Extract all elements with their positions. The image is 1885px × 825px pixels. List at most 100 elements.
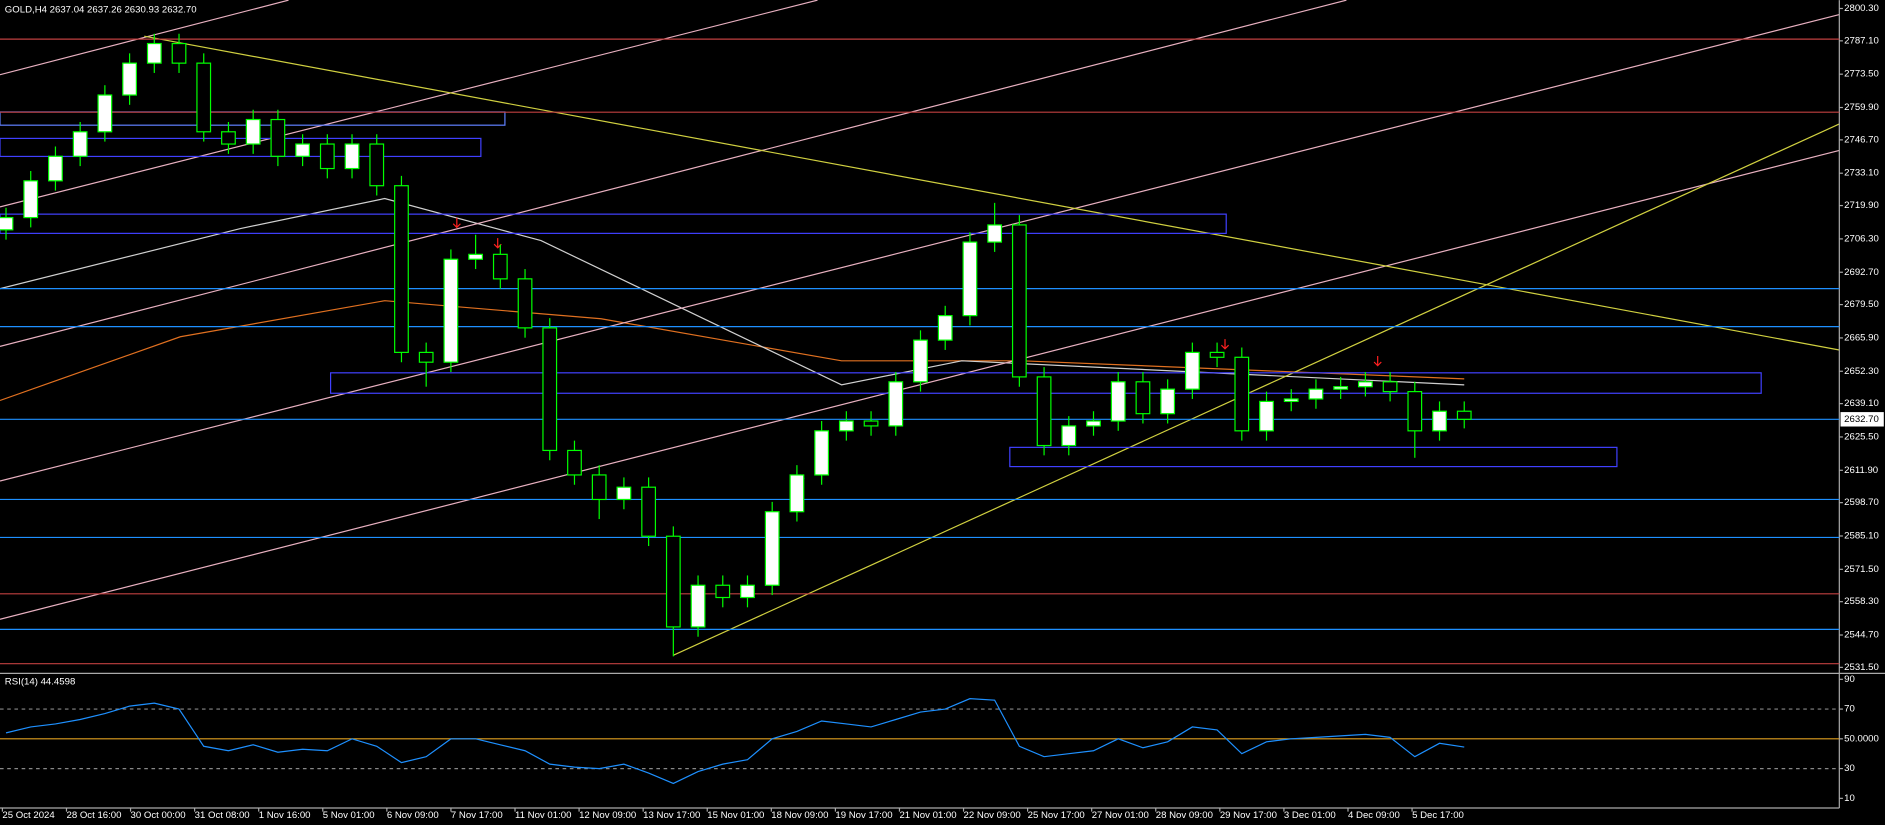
y-tick-label: 30 [1844, 763, 1855, 774]
y-tick-label: 2652.30 [1844, 366, 1879, 377]
candle-body [888, 381, 904, 427]
zone [0, 137, 482, 158]
candle-body [517, 278, 533, 329]
moving-average [0, 197, 1465, 386]
candle-body [789, 474, 805, 513]
y-tick-label: 2773.50 [1844, 69, 1879, 80]
last-price-label: 2632.70 [1844, 414, 1879, 425]
y-tick-label: 90 [1844, 674, 1855, 685]
candle-body [814, 430, 830, 476]
y-tick-label: 2706.30 [1844, 233, 1879, 244]
candle-body [542, 327, 558, 452]
candle-body [962, 241, 978, 317]
y-tick-label: 2733.10 [1844, 168, 1879, 179]
indicator-title: RSI(14) 44.4598 [5, 676, 76, 687]
candle-body [122, 62, 137, 96]
x-tick-label: 11 Nov 01:00 [515, 810, 571, 821]
candle-body [171, 42, 187, 64]
candle-body [394, 185, 409, 353]
candle-body [418, 351, 434, 363]
y-tick-label: 2679.50 [1844, 299, 1879, 310]
candle-body [443, 258, 459, 363]
y-tick-label: 10 [1844, 793, 1855, 804]
x-tick-label: 31 Oct 08:00 [195, 810, 250, 821]
y-tick-label: 2598.70 [1844, 497, 1879, 508]
trend-line [0, 13, 1840, 482]
candle-body [1209, 351, 1225, 358]
candle-body [23, 180, 39, 219]
trend-line [672, 123, 1840, 656]
trend-line [0, 149, 1840, 620]
candle-body [1036, 376, 1052, 447]
y-tick-label: 2800.30 [1844, 3, 1879, 14]
candle-body [468, 253, 484, 260]
candle-body [567, 449, 582, 476]
candle-body [641, 486, 657, 537]
y-tick-label: 2665.90 [1844, 332, 1879, 343]
candle-body [764, 511, 780, 586]
y-tick-label: 70 [1844, 704, 1855, 715]
candle-body [913, 339, 928, 383]
candle-body [221, 131, 236, 145]
candle-body [319, 143, 335, 170]
x-tick-label: 15 Nov 01:00 [707, 810, 764, 821]
x-tick-label: 12 Nov 09:00 [579, 810, 636, 821]
candle-body [369, 143, 385, 187]
x-tick-label: 13 Nov 17:00 [643, 810, 700, 821]
x-tick-label: 19 Nov 17:00 [835, 810, 892, 821]
x-tick-label: 1 Nov 16:00 [259, 810, 311, 821]
candle-body [1011, 224, 1027, 378]
trend-line [0, 0, 289, 76]
candle-body [1382, 381, 1398, 393]
zone [1009, 446, 1618, 468]
y-tick-label: 2719.90 [1844, 200, 1879, 211]
x-tick-label: 30 Oct 00:00 [131, 810, 186, 821]
x-tick-label: 22 Nov 09:00 [964, 810, 1021, 821]
candle-body [1259, 400, 1274, 432]
x-tick-label: 29 Nov 17:00 [1220, 810, 1277, 821]
candle-body [690, 584, 706, 628]
candle-body [1456, 410, 1472, 420]
x-tick-label: 25 Oct 2024 [2, 810, 55, 821]
candle-body [1357, 381, 1373, 388]
x-tick-label: 5 Nov 01:00 [323, 810, 375, 821]
x-tick-label: 7 Nov 17:00 [451, 810, 503, 821]
y-tick-label: 2746.70 [1844, 134, 1879, 145]
candle-body [987, 224, 1003, 243]
y-tick-label: 2611.90 [1844, 465, 1878, 476]
candle-body [97, 94, 113, 133]
sell-arrow [452, 217, 461, 229]
candle-body [72, 131, 88, 157]
x-tick-label: 3 Dec 01:00 [1284, 810, 1336, 821]
candle-body [146, 42, 162, 64]
candle-body [863, 420, 879, 427]
y-tick-label: 2531.50 [1844, 662, 1879, 673]
candle-body [1135, 381, 1151, 415]
candle-body [1061, 425, 1077, 447]
candle-body [48, 155, 63, 182]
x-tick-label: 28 Oct 16:00 [66, 810, 121, 821]
candle-body [715, 584, 731, 599]
x-tick-label: 21 Nov 01:00 [899, 810, 956, 821]
y-tick-label: 2625.50 [1844, 431, 1879, 442]
candle-body [1283, 398, 1299, 403]
candle-body [838, 420, 854, 432]
y-tick-label: 2639.10 [1844, 398, 1879, 409]
candle-body [196, 62, 212, 133]
candle-body [1184, 351, 1200, 390]
candle-body [1110, 381, 1126, 422]
candle-body [295, 143, 310, 157]
y-tick-label: 2571.50 [1844, 564, 1879, 575]
y-tick-label: 2787.10 [1844, 35, 1879, 46]
candle-body [1333, 386, 1349, 390]
candle-body [1086, 420, 1101, 427]
candle-body [492, 253, 508, 280]
trend-line [0, 0, 818, 208]
sell-arrow [1220, 339, 1230, 350]
chart-title: GOLD,H4 2637.04 2637.26 2630.93 2632.70 [5, 4, 197, 15]
candle-body [591, 474, 607, 501]
zone [0, 213, 1227, 234]
candle-body [937, 315, 953, 341]
